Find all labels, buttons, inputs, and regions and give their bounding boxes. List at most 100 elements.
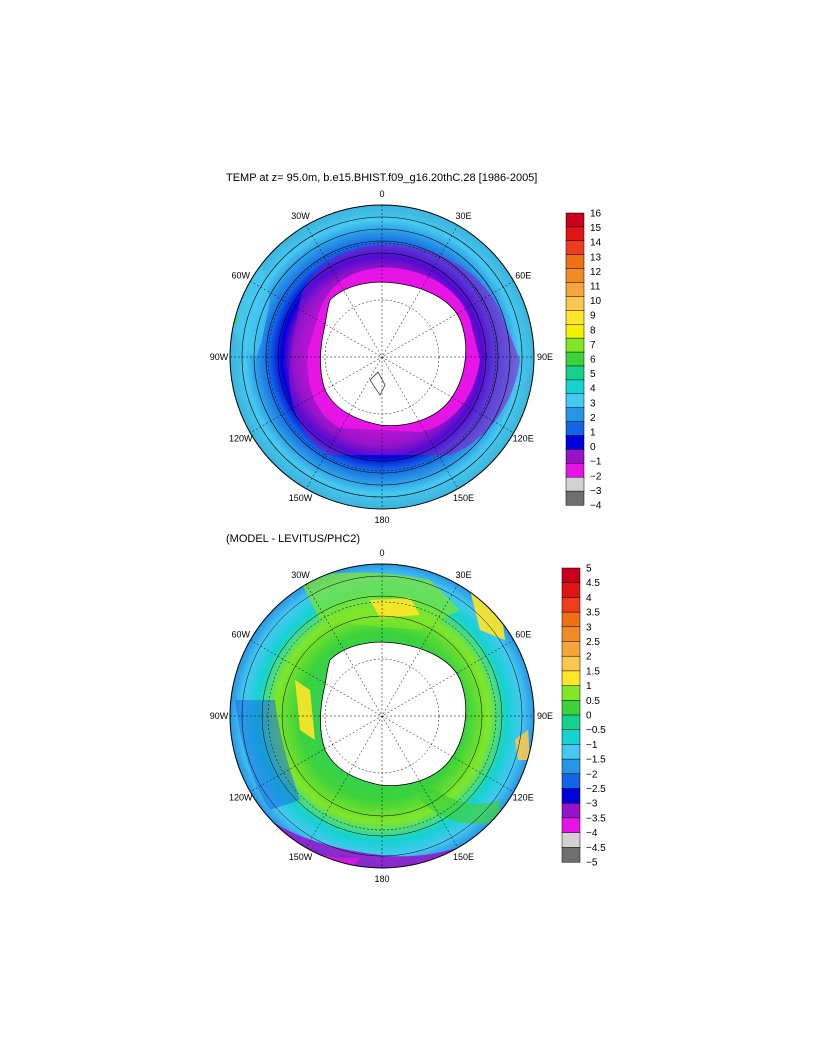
colorbar-label: 12 xyxy=(590,267,602,278)
lon-label-150e: 150E xyxy=(453,493,474,503)
colorbar-label: 4.5 xyxy=(586,578,600,589)
bottom-west-negative xyxy=(235,700,300,810)
lon-label-60w: 60W xyxy=(232,630,251,640)
colorbar-label: −1 xyxy=(586,740,598,751)
lon-label-30w: 30W xyxy=(291,570,310,580)
colorbar-label: −3 xyxy=(586,799,598,810)
colorbar-label: 0 xyxy=(586,711,592,722)
colorbar-label: 1 xyxy=(590,428,596,439)
top-map-border xyxy=(229,204,535,510)
colorbar-label: 14 xyxy=(590,238,602,249)
lon-label-60e: 60E xyxy=(515,630,531,640)
lon-label-30e: 30E xyxy=(455,211,471,221)
lon-label-90e: 90E xyxy=(537,352,553,362)
colorbar-swatch xyxy=(565,337,585,353)
colorbar-swatch xyxy=(561,729,581,745)
colorbar-label: 10 xyxy=(590,296,602,307)
colorbar-label: −1.5 xyxy=(586,755,606,766)
colorbar-swatch xyxy=(561,626,581,643)
colorbar-swatch xyxy=(561,641,581,657)
colorbar-label: −0.5 xyxy=(586,725,606,736)
colorbar-swatch xyxy=(561,758,581,775)
lon-label-120e: 120E xyxy=(513,793,534,803)
bottom-antarctica-land xyxy=(320,641,467,786)
colorbar-swatch xyxy=(561,802,581,819)
colorbar-label: −2 xyxy=(590,471,602,482)
colorbar-label: −2 xyxy=(586,769,598,780)
top-antarctica-land xyxy=(320,281,467,426)
lon-label-120e: 120E xyxy=(513,434,534,444)
colorbar-label: 4 xyxy=(586,593,592,604)
colorbar-swatch xyxy=(565,240,585,256)
colorbar-swatch xyxy=(561,832,581,848)
colorbar-label: 9 xyxy=(590,311,596,322)
lon-label-0: 0 xyxy=(379,189,384,199)
colorbar-swatch xyxy=(565,323,585,339)
colorbar-swatch xyxy=(565,379,585,395)
colorbar-swatch xyxy=(561,670,581,687)
colorbar-swatch xyxy=(561,773,581,790)
colorbar-label: −2.5 xyxy=(586,784,606,795)
colorbar-swatch xyxy=(561,582,581,598)
bottom-longitude-labels: 0 30E 60E 90E 120E 150E 180 150W 120W 90W 60W 30W xyxy=(210,548,553,884)
colorbar-swatch xyxy=(561,700,581,716)
colorbar-label: 1.5 xyxy=(586,666,600,677)
colorbar-label: 3 xyxy=(590,398,596,409)
lon-label-150w: 150W xyxy=(289,852,313,862)
colorbar-swatch xyxy=(565,282,585,297)
top-west-warm xyxy=(232,265,270,360)
top-longitude-labels: 0 30E 60E 90E 120E 150E 180 150W 120W 90W 60W 30W xyxy=(210,189,553,525)
lon-label-0: 0 xyxy=(379,548,384,558)
top-map: 0 30E 60E 90E 120E 150E 180 150W 120W 90W 60W 30W xyxy=(210,189,553,525)
colorbar-label: −5 xyxy=(586,858,598,869)
colorbar-label: 11 xyxy=(590,282,601,293)
colorbar-swatch xyxy=(561,611,581,628)
colorbar-label: −3.5 xyxy=(586,813,606,824)
colorbar-swatch xyxy=(565,310,585,325)
lon-label-150e: 150E xyxy=(453,852,474,862)
colorbar-label: 7 xyxy=(590,340,596,351)
colorbar-label: 1 xyxy=(586,681,592,692)
lon-label-30w: 30W xyxy=(291,211,310,221)
colorbar-swatch xyxy=(565,268,585,284)
colorbar-swatch xyxy=(561,847,581,863)
colorbar-swatch xyxy=(565,226,585,242)
colorbar-swatch xyxy=(561,655,581,672)
colorbar-label: −1 xyxy=(590,457,602,468)
colorbar-label: −4.5 xyxy=(586,843,606,854)
lon-label-90w: 90W xyxy=(210,352,229,362)
colorbar-label: 15 xyxy=(590,223,602,234)
colorbar-label: 3.5 xyxy=(586,608,600,619)
lon-label-30e: 30E xyxy=(455,570,471,580)
colorbar-swatch xyxy=(561,567,581,584)
colorbar-swatch xyxy=(565,393,585,409)
colorbar-swatch xyxy=(565,476,585,492)
colorbar-label: 2.5 xyxy=(586,637,600,648)
colorbar-swatch xyxy=(565,490,585,506)
bottom-map: 0 30E 60E 90E 120E 150E 180 150W 120W 90W 60W 30W xyxy=(210,548,553,884)
colorbar-swatch xyxy=(565,435,585,450)
bottom-colorbar: 5 4.5 4 3.5 3 2.5 2 1.5 1 0.5 0 −0.5 −1 −1.5 −2 −2.5 −3 −… xyxy=(561,564,606,869)
lon-label-120w: 120W xyxy=(229,793,253,803)
colorbar-label: 4 xyxy=(590,384,596,395)
lon-label-120w: 120W xyxy=(229,434,253,444)
colorbar-label: 2 xyxy=(586,652,592,663)
colorbar-label: 16 xyxy=(590,209,602,220)
colorbar-swatch xyxy=(561,685,581,701)
top-panel-title: TEMP at z= 95.0m, b.e15.BHIST.f09_g16.20… xyxy=(226,172,538,184)
lon-label-90w: 90W xyxy=(210,711,229,721)
colorbar-label: 0 xyxy=(590,442,596,453)
lon-label-180: 180 xyxy=(374,515,389,525)
lon-label-60e: 60E xyxy=(515,271,531,281)
colorbar-label: −4 xyxy=(590,501,602,512)
colorbar-label: 0.5 xyxy=(586,696,600,707)
colorbar-label: 6 xyxy=(590,355,596,366)
colorbar-swatch xyxy=(561,744,581,760)
colorbar-swatch xyxy=(561,597,581,613)
colorbar-swatch xyxy=(565,407,585,423)
colorbar-label: 8 xyxy=(590,325,596,336)
colorbar-swatch xyxy=(565,421,585,437)
colorbar-swatch xyxy=(565,463,585,478)
